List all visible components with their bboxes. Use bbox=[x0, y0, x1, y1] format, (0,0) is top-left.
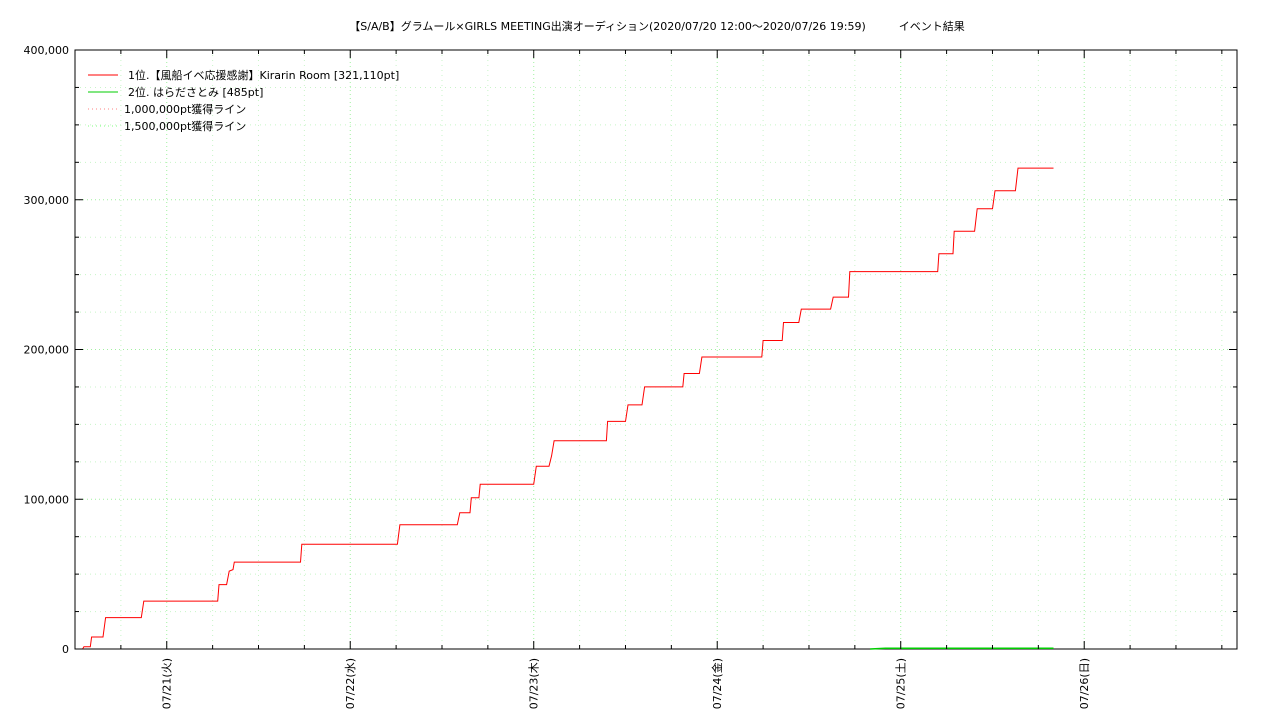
legend: 1位.【風船イベ応援感謝】Kirarin Room [321,110pt] 2位.… bbox=[88, 68, 399, 133]
legend-label-2: 2位. はらださとみ [485pt] bbox=[128, 85, 263, 99]
series-group bbox=[82, 167, 1054, 650]
x-tick-label: 07/21(火) bbox=[161, 658, 174, 709]
y-tick-label: 400,000 bbox=[24, 44, 70, 57]
x-tick-label: 07/23(木) bbox=[528, 658, 541, 709]
x-tick-label: 07/26(日) bbox=[1078, 658, 1091, 709]
legend-label-1: 1位.【風船イベ応援感謝】Kirarin Room [321,110pt] bbox=[128, 68, 399, 82]
x-axis: 07/21(火) 07/22(水) 07/23(木) 07/24(金) 07/25(土)… bbox=[120, 50, 1223, 709]
y-tick-label: 100,000 bbox=[24, 493, 70, 506]
series-line-2 bbox=[870, 647, 1054, 650]
grid bbox=[75, 50, 1237, 649]
x-tick-label: 07/25(土) bbox=[895, 658, 908, 709]
legend-label-4: 1,500,000pt獲得ライン bbox=[124, 120, 246, 133]
series-line-1 bbox=[82, 167, 1054, 650]
x-tick-label: 07/22(水) bbox=[344, 658, 357, 709]
x-tick-label: 07/24(金) bbox=[710, 658, 724, 709]
chart-title: 【S/A/B】グラムール×GIRLS MEETING出演オーディション(2020… bbox=[349, 19, 964, 33]
y-axis: 0 100,000 200,000 300,000 400,000 bbox=[24, 44, 1237, 656]
legend-label-3: 1,000,000pt獲得ライン bbox=[124, 103, 246, 116]
y-tick-label: 300,000 bbox=[24, 194, 70, 207]
y-tick-label: 0 bbox=[62, 643, 69, 656]
y-tick-label: 200,000 bbox=[24, 344, 70, 357]
